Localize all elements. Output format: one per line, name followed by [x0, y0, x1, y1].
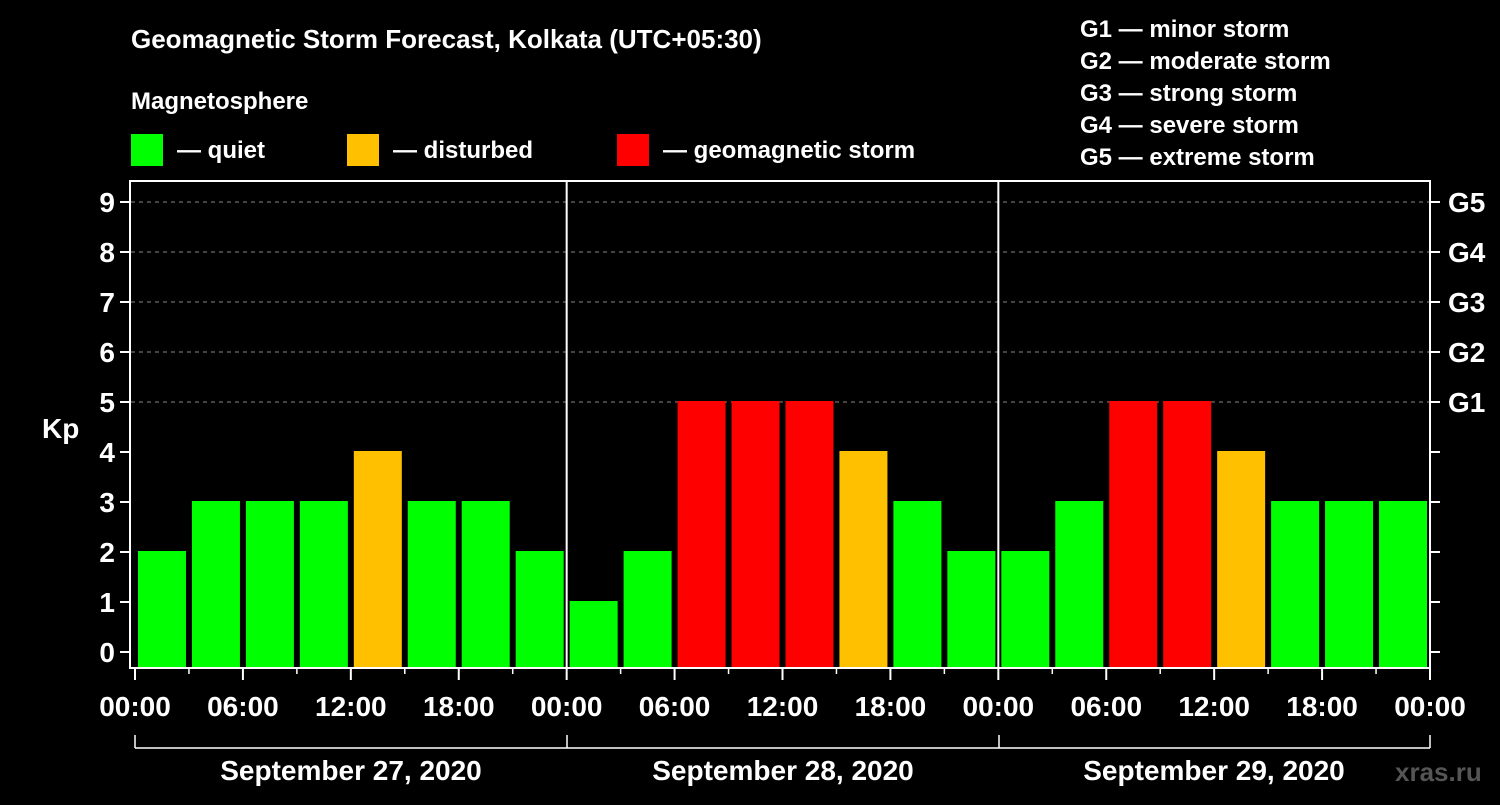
y-tick-label: 1	[99, 587, 115, 618]
bar	[569, 601, 618, 667]
g-scale-label: G1	[1448, 387, 1485, 418]
storm-scale-g3: G3 — strong storm	[1080, 80, 1297, 107]
legend: — quiet — disturbed — geomagnetic storm	[131, 134, 915, 166]
storm-scale-g1: G1 — minor storm	[1080, 16, 1289, 43]
x-tick-label: 00:00	[531, 691, 603, 722]
x-tick-label: 18:00	[423, 691, 495, 722]
chart-title: Geomagnetic Storm Forecast, Kolkata (UTC…	[131, 24, 762, 54]
x-tick-label: 06:00	[207, 691, 279, 722]
g-scale-label: G2	[1448, 337, 1485, 368]
bar	[191, 501, 240, 667]
x-tick-label: 06:00	[639, 691, 711, 722]
x-tick-label: 18:00	[855, 691, 927, 722]
g-scale-label: G5	[1448, 187, 1485, 218]
bar	[677, 401, 726, 667]
legend-label-quiet: — quiet	[177, 137, 265, 164]
x-tick-label: 12:00	[747, 691, 819, 722]
bar	[245, 501, 294, 667]
bar	[1055, 501, 1104, 667]
g-scale-label: G3	[1448, 287, 1485, 318]
day-label-2: September 28, 2020	[652, 755, 914, 786]
bar	[731, 401, 780, 667]
legend-label-storm: — geomagnetic storm	[663, 137, 915, 164]
x-tick-label: 18:00	[1286, 691, 1358, 722]
y-tick-label: 4	[99, 437, 115, 468]
legend-swatch-quiet	[131, 134, 163, 166]
bar	[893, 501, 942, 667]
bar	[839, 451, 888, 667]
bar	[1379, 501, 1428, 667]
day-label-3: September 29, 2020	[1083, 755, 1345, 786]
bar	[785, 401, 834, 667]
bar	[353, 451, 402, 667]
y-tick-label: 0	[99, 637, 115, 668]
y-tick-label: 6	[99, 337, 115, 368]
x-tick-label: 12:00	[1178, 691, 1250, 722]
y-tick-label: 8	[99, 237, 115, 268]
axes: 0 1 2 3 4 5 G1 6 G2 7 G3 8 G4 9 G5 00:00 06:00 12:00 18:00…	[99, 182, 1486, 722]
bar	[947, 551, 996, 667]
watermark: xras.ru	[1395, 757, 1482, 787]
bar	[1163, 401, 1212, 667]
y-tick-label: 3	[99, 487, 115, 518]
bar	[1109, 401, 1158, 667]
x-tick-label: 00:00	[963, 691, 1035, 722]
legend-heading: Magnetosphere	[131, 88, 308, 115]
x-tick-label: 06:00	[1070, 691, 1142, 722]
y-axis-title: Kp	[42, 413, 79, 444]
storm-scale-legend: G1 — minor storm G2 — moderate storm G3 …	[1080, 16, 1331, 171]
storm-scale-g5: G5 — extreme storm	[1080, 144, 1315, 171]
bar	[1217, 451, 1266, 667]
bar	[461, 501, 510, 667]
y-tick-label: 9	[99, 187, 115, 218]
bar	[137, 551, 186, 667]
bar	[299, 501, 348, 667]
legend-swatch-storm	[617, 134, 649, 166]
bar	[1271, 501, 1320, 667]
legend-label-disturbed: — disturbed	[393, 137, 533, 164]
legend-swatch-disturbed	[347, 134, 379, 166]
y-tick-label: 2	[99, 537, 115, 568]
bar	[407, 501, 456, 667]
y-tick-label: 7	[99, 287, 115, 318]
day-label-1: September 27, 2020	[220, 755, 482, 786]
day-brackets	[134, 735, 1431, 749]
bar	[1001, 551, 1050, 667]
bars	[137, 401, 1428, 667]
plot-frame	[129, 180, 1431, 669]
x-tick-label: 00:00	[1394, 691, 1466, 722]
bar	[1325, 501, 1374, 667]
x-tick-label: 00:00	[99, 691, 171, 722]
grid	[131, 201, 1429, 403]
storm-scale-g2: G2 — moderate storm	[1080, 48, 1331, 75]
bar	[623, 551, 672, 667]
y-tick-label: 5	[99, 387, 115, 418]
g-scale-label: G4	[1448, 237, 1486, 268]
x-tick-label: 12:00	[315, 691, 387, 722]
bar	[515, 551, 564, 667]
storm-scale-g4: G4 — severe storm	[1080, 112, 1299, 139]
